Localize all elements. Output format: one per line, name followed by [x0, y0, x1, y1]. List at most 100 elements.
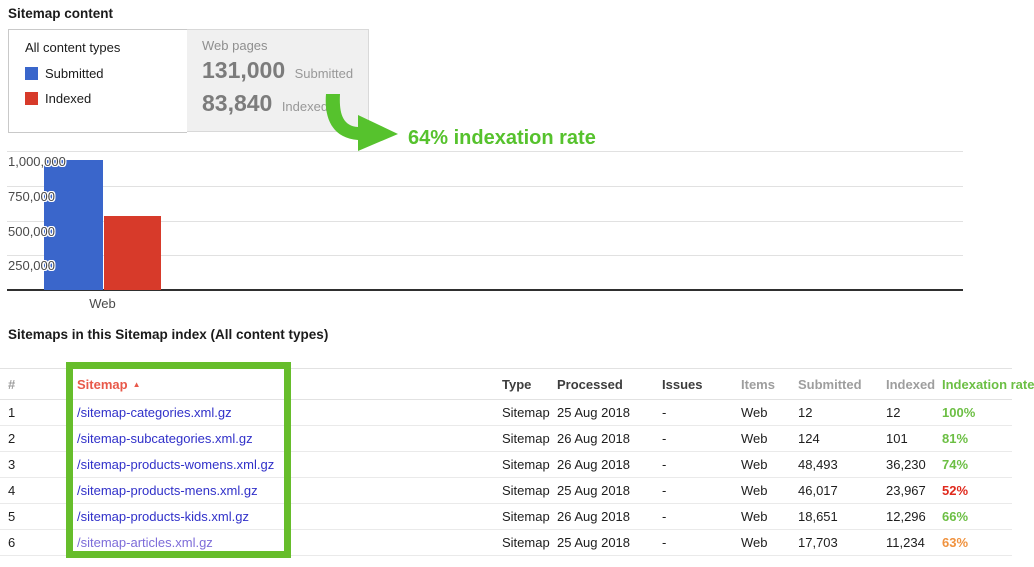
content-type-selector[interactable]: All content types — [25, 40, 121, 55]
items-cell: Web — [741, 405, 768, 420]
type-cell: Sitemap — [502, 535, 550, 550]
x-axis — [7, 289, 963, 291]
type-cell: Sitemap — [502, 509, 550, 524]
sort-asc-icon: ▲ — [132, 379, 141, 389]
gridline — [7, 185, 963, 187]
gridline — [7, 255, 963, 257]
column-header-issues[interactable]: Issues — [662, 376, 703, 392]
submitted-cell: 17,703 — [798, 535, 838, 550]
sitemap-link[interactable]: /sitemap-articles.xml.gz — [77, 535, 213, 550]
indexed-count: 83,840 — [202, 90, 273, 116]
submitted-stat-label: Submitted — [294, 66, 354, 81]
items-cell: Web — [741, 535, 768, 550]
type-cell: Sitemap — [502, 457, 550, 472]
type-cell: Sitemap — [502, 483, 550, 498]
table-section-title: Sitemaps in this Sitemap index (All cont… — [8, 327, 329, 342]
sitemap-cell: /sitemap-subcategories.xml.gz — [69, 426, 494, 452]
issues-cell: - — [662, 431, 667, 446]
y-tick-label: 250,000 — [8, 258, 55, 274]
row-number-cell: 1 — [8, 405, 16, 420]
submitted-cell: 124 — [798, 431, 820, 446]
curved-arrow-right-icon — [325, 94, 398, 151]
sitemaps-table: # Sitemap ▲ Type Processed Issues Items S… — [0, 368, 1034, 556]
column-header-indexed[interactable]: Indexed — [886, 376, 936, 392]
items-cell: Web — [741, 483, 768, 498]
legend-item-indexed: Indexed — [25, 91, 91, 106]
table-row: 3/sitemap-products-womens.xml.gz Sitemap 2… — [0, 452, 1012, 478]
sitemap-link[interactable]: /sitemap-products-womens.xml.gz — [77, 457, 275, 472]
page-title: Sitemap content — [8, 6, 114, 21]
issues-cell: - — [662, 405, 667, 420]
indexation-rate-cell: 52% — [942, 483, 969, 498]
gridline — [7, 220, 963, 222]
sitemap-cell: /sitemap-categories.xml.gz — [69, 400, 494, 426]
processed-cell: 25 Aug 2018 — [557, 535, 631, 550]
processed-cell: 25 Aug 2018 — [557, 405, 631, 420]
issues-cell: - — [662, 483, 667, 498]
submitted-cell: 18,651 — [798, 509, 838, 524]
sitemap-link[interactable]: /sitemap-products-kids.xml.gz — [77, 509, 249, 524]
column-header-sitemap[interactable]: Sitemap ▲ — [69, 369, 494, 400]
table-row: 5/sitemap-products-kids.xml.gz Sitemap 26 … — [0, 504, 1012, 530]
column-header-indexation-rate[interactable]: Indexation rate — [942, 376, 1034, 392]
processed-cell: 26 Aug 2018 — [557, 509, 631, 524]
processed-cell: 26 Aug 2018 — [557, 457, 631, 472]
bar-indexed — [104, 216, 161, 290]
bar-submitted — [44, 160, 103, 290]
x-category-label: Web — [89, 296, 116, 311]
legend-label: Indexed — [45, 91, 92, 106]
items-cell: Web — [741, 431, 768, 446]
row-number-cell: 2 — [8, 431, 16, 446]
indexed-swatch-icon — [25, 92, 38, 105]
items-cell: Web — [741, 457, 768, 472]
indexed-cell: 36,230 — [886, 457, 926, 472]
column-header-submitted[interactable]: Submitted — [798, 376, 862, 392]
processed-cell: 25 Aug 2018 — [557, 483, 631, 498]
indexation-rate-cell: 74% — [942, 457, 969, 472]
issues-cell: - — [662, 509, 667, 524]
column-header-type[interactable]: Type — [502, 376, 532, 392]
indexed-stat-label: Indexed — [281, 99, 329, 114]
web-pages-stats-panel: Web pages 131,000 Submitted 83,840 Index… — [186, 29, 369, 132]
sitemap-link[interactable]: /sitemap-products-mens.xml.gz — [77, 483, 258, 498]
indexed-cell: 101 — [886, 431, 908, 446]
sitemap-cell: /sitemap-products-womens.xml.gz — [69, 452, 494, 478]
submitted-cell: 12 — [798, 405, 813, 420]
sitemap-link[interactable]: /sitemap-subcategories.xml.gz — [77, 431, 253, 446]
row-number-cell: 4 — [8, 483, 16, 498]
items-cell: Web — [741, 509, 768, 524]
column-header-items[interactable]: Items — [741, 376, 775, 392]
submitted-stat: 131,000 Submitted — [202, 57, 353, 84]
table-header-row: # Sitemap ▲ Type Processed Issues Items S… — [0, 368, 1034, 400]
table-row: 1/sitemap-categories.xml.gz Sitemap 25 Aug… — [0, 400, 1012, 426]
sitemap-cell: /sitemap-products-kids.xml.gz — [69, 504, 494, 530]
submitted-swatch-icon — [25, 67, 38, 80]
stats-panel-title: Web pages — [202, 38, 268, 53]
sitemap-bar-chart: Web 250,000 500,000 750,000 1,000,000 — [0, 145, 1034, 315]
y-tick-label: 500,000 — [8, 223, 55, 239]
indexed-cell: 11,234 — [886, 535, 925, 550]
processed-cell: 26 Aug 2018 — [557, 431, 631, 446]
sitemap-link[interactable]: /sitemap-categories.xml.gz — [77, 405, 232, 420]
indexation-rate-cell: 81% — [942, 431, 969, 446]
table-row: 4/sitemap-products-mens.xml.gz Sitemap 25 … — [0, 478, 1012, 504]
indexed-cell: 23,967 — [886, 483, 926, 498]
indexation-rate-cell: 63% — [942, 535, 969, 550]
indexation-rate-cell: 66% — [942, 509, 969, 524]
column-header-processed[interactable]: Processed — [557, 376, 623, 392]
sitemap-header-label: Sitemap — [77, 376, 128, 392]
legend-item-submitted: Submitted — [25, 66, 104, 81]
table-row: 2/sitemap-subcategories.xml.gz Sitemap 26 … — [0, 426, 1012, 452]
row-number-cell: 5 — [8, 509, 16, 524]
indexed-cell: 12 — [886, 405, 901, 420]
row-number-cell: 3 — [8, 457, 16, 472]
table-row: 6/sitemap-articles.xml.gz Sitemap 25 Aug 2… — [0, 530, 1012, 556]
y-tick-label: 750,000 — [8, 188, 55, 204]
indexed-stat: 83,840 Indexed — [202, 90, 328, 117]
indexed-cell: 12,296 — [886, 509, 926, 524]
submitted-cell: 46,017 — [798, 483, 838, 498]
sitemap-cell: /sitemap-products-mens.xml.gz — [69, 478, 494, 504]
sitemap-cell: /sitemap-articles.xml.gz — [69, 530, 494, 556]
column-header-number[interactable]: # — [8, 376, 16, 392]
